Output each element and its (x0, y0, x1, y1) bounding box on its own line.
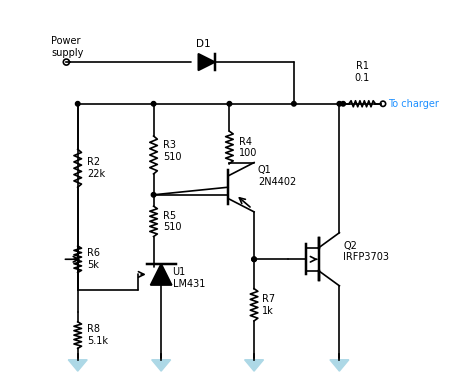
Polygon shape (198, 54, 215, 70)
Text: D1: D1 (196, 39, 210, 49)
Text: R4
100: R4 100 (239, 137, 257, 158)
Circle shape (337, 102, 342, 106)
Text: U1
LM431: U1 LM431 (173, 267, 205, 289)
Text: R2
22k: R2 22k (87, 157, 105, 179)
Text: Q2
IRFP3703: Q2 IRFP3703 (343, 241, 389, 262)
Circle shape (151, 102, 156, 106)
Text: Q1
2N4402: Q1 2N4402 (258, 165, 296, 187)
Circle shape (75, 102, 80, 106)
Circle shape (151, 193, 156, 197)
Text: R3
510: R3 510 (163, 140, 182, 162)
Circle shape (227, 102, 232, 106)
Circle shape (252, 257, 256, 262)
Text: R5
510: R5 510 (163, 210, 182, 232)
Polygon shape (330, 360, 349, 371)
Text: R1
0.1: R1 0.1 (355, 62, 370, 83)
Text: R6
5k: R6 5k (87, 248, 100, 270)
Circle shape (341, 102, 346, 106)
Circle shape (292, 102, 296, 106)
Circle shape (252, 257, 256, 262)
Polygon shape (68, 360, 87, 371)
Text: R7
1k: R7 1k (262, 294, 275, 316)
Polygon shape (245, 360, 264, 371)
Polygon shape (152, 360, 171, 371)
Text: R8
5.1k: R8 5.1k (87, 324, 108, 346)
Text: To charger: To charger (388, 99, 439, 109)
Text: Power
supply: Power supply (51, 36, 83, 58)
Polygon shape (151, 264, 172, 285)
